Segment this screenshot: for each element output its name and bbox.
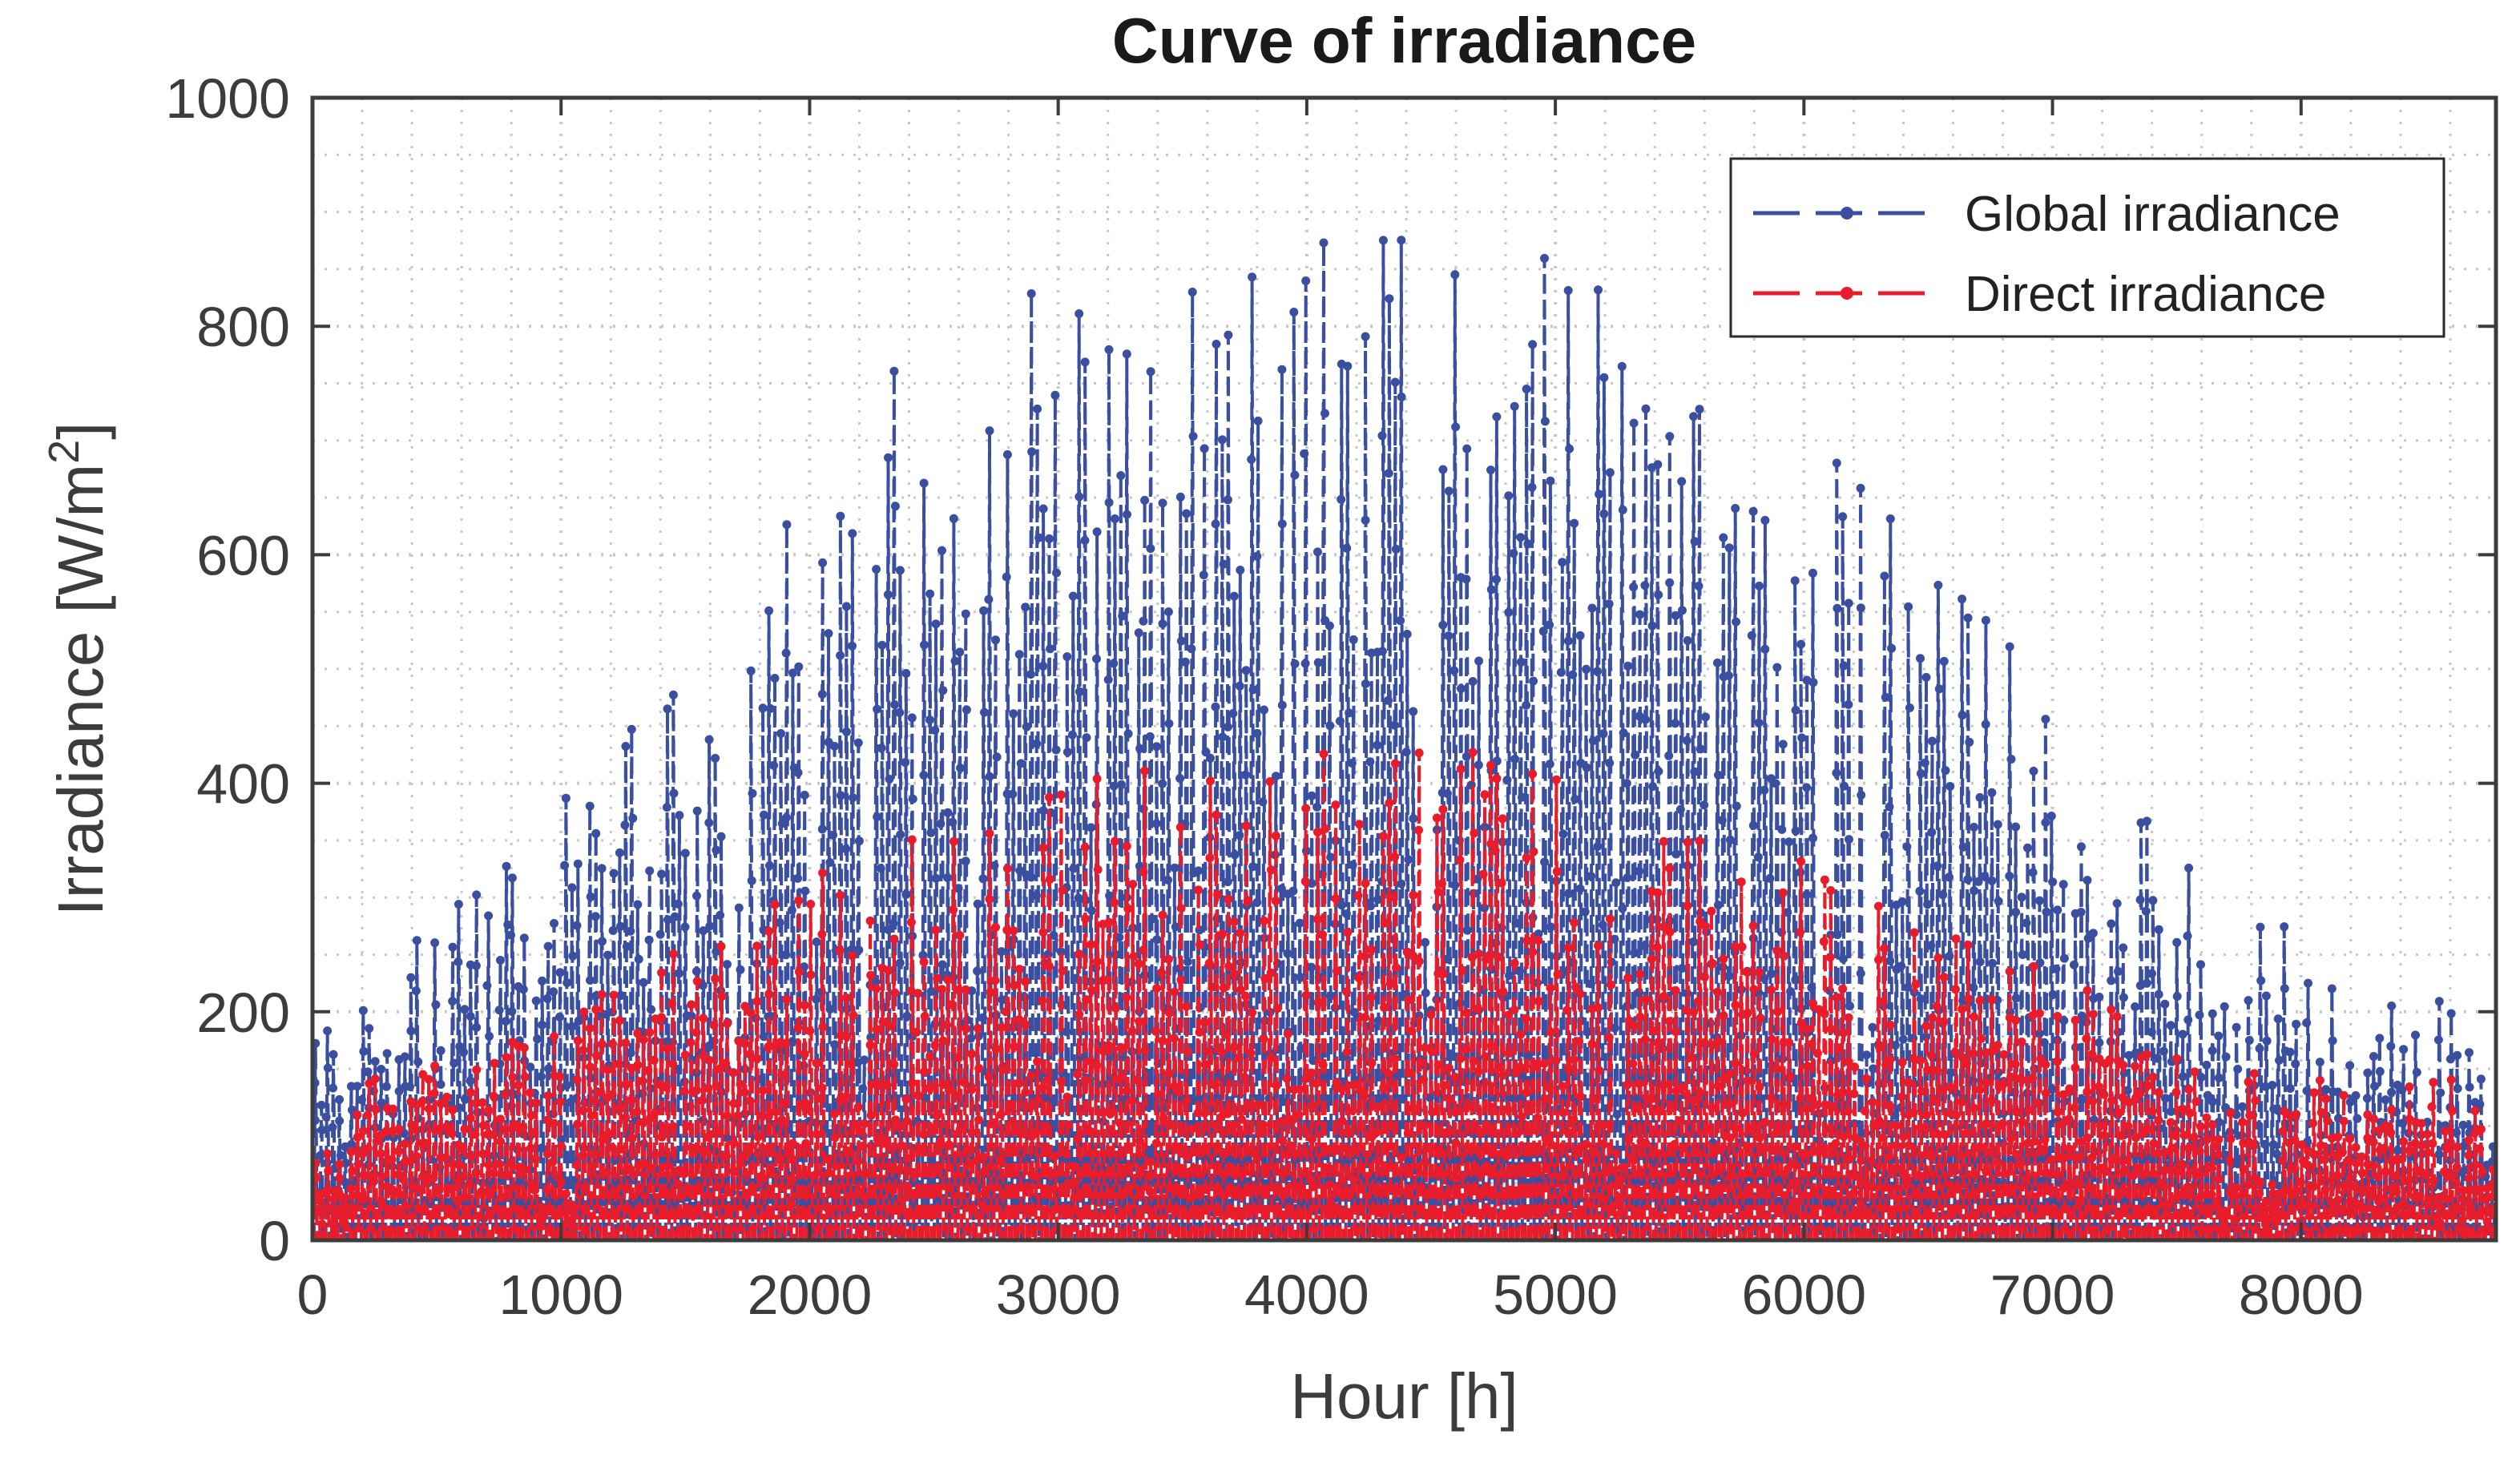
x-tick-label: 2000 <box>748 1263 873 1326</box>
legend: Global irradiance Direct irradiance <box>1729 157 2445 338</box>
legend-line-direct <box>1753 287 1941 300</box>
x-tick-label: 5000 <box>1493 1263 1618 1326</box>
y-tick-label: 800 <box>196 296 290 358</box>
y-tick-label: 1000 <box>165 67 290 130</box>
y-axis-label-superscript: 2 <box>40 440 88 464</box>
series-direct-irradiance <box>312 748 2496 1240</box>
plot-frame <box>310 95 2498 1243</box>
legend-item-direct: Direct irradiance <box>1753 267 2326 322</box>
x-tick-label: 0 <box>297 1263 329 1326</box>
x-axis-label: Hour [h] <box>1290 1360 1518 1432</box>
legend-box <box>1729 157 2445 338</box>
x-tick-label: 1000 <box>498 1263 623 1326</box>
direct-irradiance-markers <box>312 748 2496 1233</box>
x-tick-label: 4000 <box>1244 1263 1369 1326</box>
chart-title: Curve of irradiance <box>1112 5 1696 76</box>
x-tick-label: 7000 <box>1990 1263 2115 1326</box>
x-tick-label: 8000 <box>2239 1263 2364 1326</box>
y-tick-label: 600 <box>196 524 290 586</box>
y-axis-label: Irradiance [W/m2] <box>40 422 116 917</box>
y-tick-label: 0 <box>259 1210 290 1272</box>
axis-ticks: 0 1000 2000 3000 4000 5000 6000 7000 8000 0 200 400… <box>165 67 2496 1326</box>
y-axis-label-main: Irradiance [W/m <box>45 464 116 917</box>
legend-label-global: Global irradiance <box>1965 187 2341 242</box>
data-series <box>312 236 2496 1240</box>
y-tick-label: 200 <box>196 981 290 1044</box>
legend-swatch-marker <box>1841 207 1853 220</box>
legend-line-global <box>1753 207 1941 220</box>
legend-item-global: Global irradiance <box>1753 187 2341 242</box>
legend-swatch-marker <box>1841 287 1853 300</box>
x-tick-label: 6000 <box>1741 1263 1866 1326</box>
y-tick-label: 400 <box>196 753 290 816</box>
y-axis-label-suffix: ] <box>45 422 116 440</box>
x-tick-label: 3000 <box>996 1263 1121 1326</box>
legend-label-direct: Direct irradiance <box>1965 267 2326 322</box>
